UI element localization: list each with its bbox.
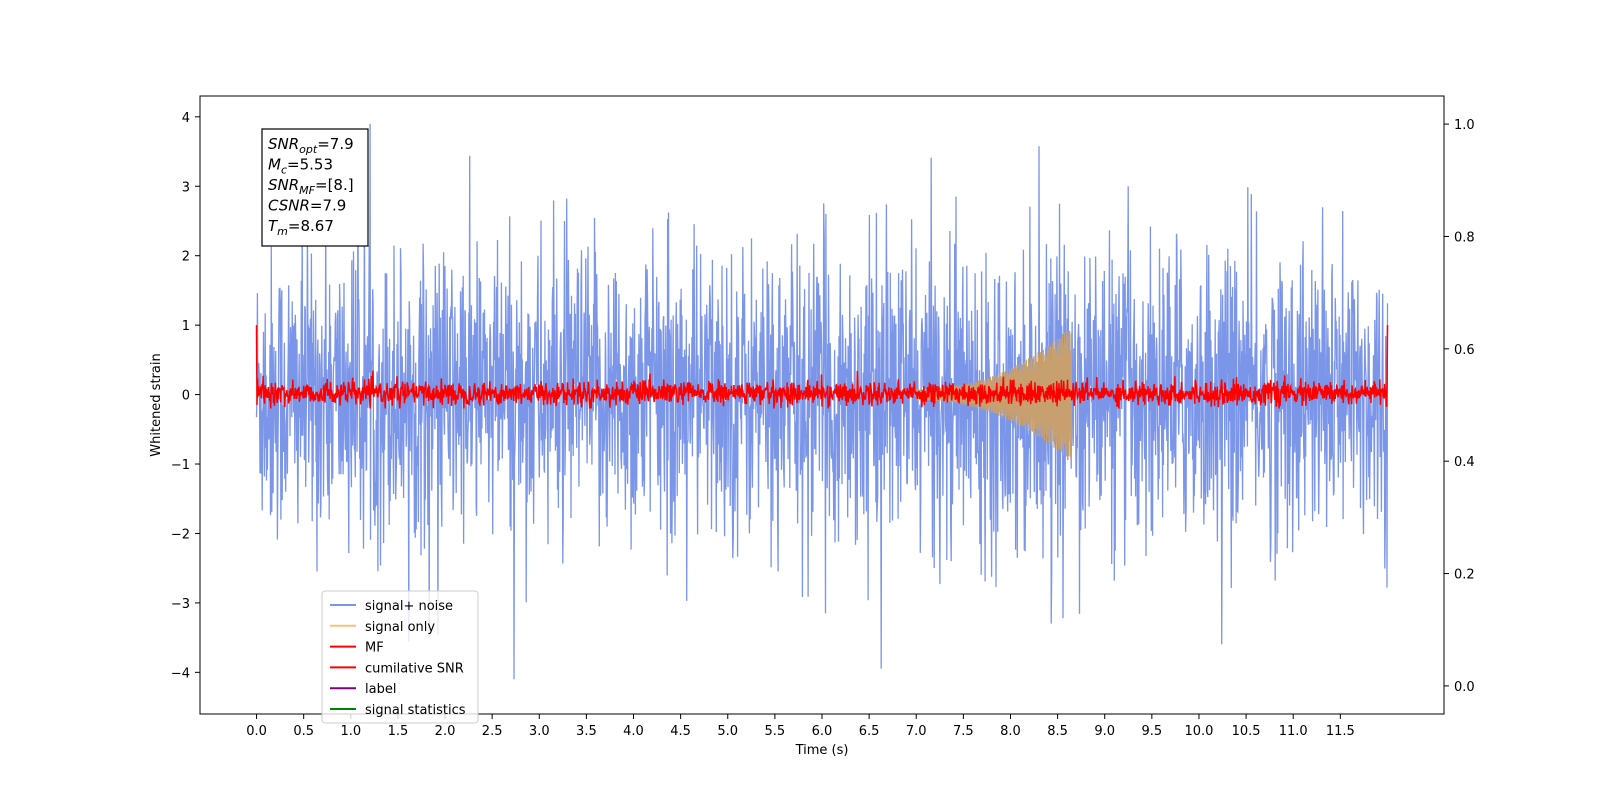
x-tick-label: 4.0	[623, 724, 644, 739]
x-tick-label: 9.5	[1142, 724, 1163, 739]
x-tick-label: 7.5	[953, 724, 974, 739]
y-axis-label: Whitened strain	[149, 353, 164, 456]
annotation-line: CSNR=7.9	[268, 197, 346, 215]
x-tick-label: 10.5	[1232, 724, 1261, 739]
legend-entry: MF	[365, 641, 384, 656]
x-axis: 0.0 0.5 1.0 1.5 2.0 2.5 3.0 3.5 4.0 4.5 5.0 5.5 6.0 6…	[246, 714, 1355, 739]
y-right-tick-label: 0.4	[1454, 455, 1475, 470]
x-tick-label: 1.5	[388, 724, 409, 739]
annotation-line: SNRopt=7.9	[268, 135, 354, 156]
x-tick-label: 11.0	[1279, 724, 1308, 739]
x-tick-label: 8.5	[1047, 724, 1068, 739]
y-axis-right: 1.0 0.8 0.6 0.4 0.2 0.0	[1444, 118, 1475, 695]
x-tick-label: 1.0	[340, 724, 361, 739]
legend-entry: signal statistics	[365, 703, 466, 718]
legend: signal+ noise signal only MF cumilative SNR…	[321, 590, 479, 724]
y-tick-label: 1	[182, 319, 190, 334]
x-tick-label: 0.5	[293, 724, 314, 739]
y-tick-label: −3	[171, 597, 190, 612]
x-tick-label: 4.5	[670, 724, 691, 739]
y-tick-label: 2	[182, 250, 190, 265]
x-tick-label: 6.5	[859, 724, 880, 739]
y-tick-label: −1	[171, 458, 190, 473]
x-tick-label: 5.0	[717, 724, 738, 739]
y-tick-label: 3	[182, 180, 190, 195]
x-tick-label: 10.0	[1184, 724, 1213, 739]
x-tick-label: 9.0	[1094, 724, 1115, 739]
y-tick-label: −2	[171, 527, 190, 542]
x-tick-label: 2.5	[482, 724, 503, 739]
legend-entry: signal+ noise	[365, 599, 453, 614]
x-tick-label: 5.5	[765, 724, 786, 739]
x-tick-label: 7.0	[906, 724, 927, 739]
x-tick-label: 11.5	[1326, 724, 1355, 739]
x-tick-label: 0.0	[246, 724, 267, 739]
annotation-line: Tm=8.67	[268, 217, 334, 238]
y-right-tick-label: 1.0	[1454, 118, 1475, 133]
x-tick-label: 3.5	[576, 724, 597, 739]
y-right-tick-label: 0.2	[1454, 568, 1475, 583]
y-tick-label: 4	[182, 111, 190, 126]
series-mf	[255, 325, 1389, 409]
legend-entry: label	[365, 682, 396, 697]
x-tick-label: 6.0	[812, 724, 833, 739]
legend-entry: signal only	[365, 620, 435, 635]
y-right-tick-label: 0.6	[1454, 343, 1475, 358]
y-tick-label: 0	[182, 389, 190, 404]
y-right-tick-label: 0.8	[1454, 230, 1475, 245]
x-axis-label: Time (s)	[795, 743, 849, 758]
x-tick-label: 8.0	[1000, 724, 1021, 739]
annotation-line: SNRMF=[8.]	[268, 176, 354, 197]
x-tick-label: 2.0	[435, 724, 456, 739]
y-axis-left: 4 3 2 1 0 −1 −2 −3 −4	[171, 111, 200, 681]
legend-entry: cumilative SNR	[365, 661, 464, 676]
y-right-tick-label: 0.0	[1454, 680, 1475, 695]
series-layer	[255, 123, 1389, 680]
y-tick-label: −4	[171, 666, 190, 681]
annotation-line: Mc=5.53	[268, 156, 333, 177]
x-tick-label: 3.0	[529, 724, 550, 739]
